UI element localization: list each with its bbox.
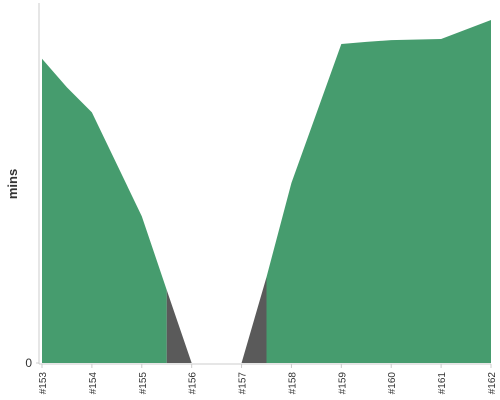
x-tick-label: #153 [38, 372, 49, 395]
x-tick-label: #159 [337, 372, 348, 395]
x-tick-label: #160 [387, 372, 398, 395]
x-tick-label: #161 [437, 372, 448, 395]
x-tick-label: #155 [138, 372, 149, 395]
x-tick-label: #157 [238, 372, 249, 395]
x-tick-label: #154 [88, 372, 99, 395]
x-tick-label: #162 [487, 372, 498, 395]
area [166, 277, 267, 363]
y-axis-label: mins [5, 169, 20, 199]
x-tick-label: #158 [287, 372, 298, 395]
y-tick-label: 0 [25, 356, 32, 370]
area [42, 20, 491, 363]
x-tick-label: #156 [188, 372, 199, 395]
